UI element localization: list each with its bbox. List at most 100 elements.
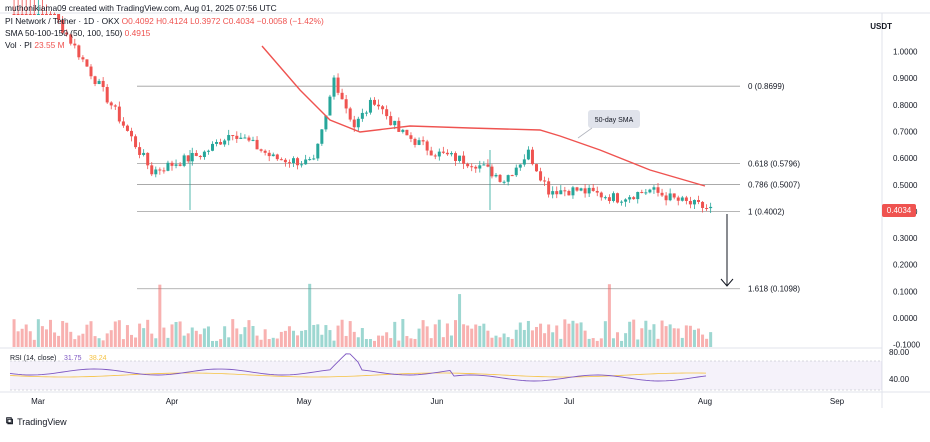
volume-bar	[190, 327, 194, 347]
candle-body	[332, 77, 336, 97]
volume-bar	[672, 328, 676, 347]
candle-body	[300, 164, 304, 166]
y-tick-label: 1.0000	[893, 48, 918, 57]
candle-body	[348, 108, 352, 120]
volume-bar	[478, 325, 482, 347]
x-tick-label: Apr	[166, 397, 179, 406]
volume-bar	[409, 338, 413, 347]
volume-bar	[680, 337, 684, 347]
volume-bar	[377, 335, 381, 347]
volume-bar	[65, 322, 69, 347]
y-tick-label: 0.1000	[893, 287, 918, 296]
candle-body	[40, 14, 44, 15]
volume-bar	[182, 335, 186, 347]
candle-body	[676, 197, 680, 201]
volume-bar	[445, 323, 449, 347]
volume-bar	[587, 338, 591, 347]
candle-body	[368, 99, 372, 113]
candle-body	[401, 129, 405, 132]
volume-bar	[20, 328, 24, 347]
volume-bar	[85, 324, 89, 347]
candle-body	[385, 109, 389, 117]
candle-body	[409, 135, 413, 139]
volume-bar	[575, 323, 579, 347]
volume-bar	[474, 324, 478, 347]
volume-bar	[138, 323, 142, 347]
volume-bar	[202, 328, 206, 347]
x-tick-label: May	[296, 397, 311, 406]
candle-body	[113, 105, 117, 107]
volume-bar	[441, 337, 445, 347]
volume-bar	[40, 326, 44, 347]
candle-body	[340, 92, 344, 100]
volume-bar	[316, 324, 320, 347]
volume-bar	[348, 321, 352, 347]
volume-bar	[219, 339, 223, 347]
volume-bar	[368, 339, 372, 347]
candle-body	[259, 149, 263, 151]
candle-body	[628, 197, 632, 200]
candle-body	[263, 150, 267, 153]
x-tick-label: Mar	[31, 397, 45, 406]
candle-body	[77, 45, 81, 58]
volume-bar	[563, 319, 567, 347]
candle-body	[539, 171, 543, 181]
volume-bar	[522, 329, 526, 347]
volume-bar	[397, 340, 401, 347]
volume-bar	[356, 337, 360, 347]
volume-bar	[624, 333, 628, 347]
candle-body	[328, 96, 332, 116]
volume-bar	[12, 319, 16, 347]
candle-body	[705, 207, 709, 209]
candle-body	[146, 152, 150, 166]
volume-bar	[437, 319, 441, 347]
volume-bar	[49, 319, 52, 347]
candle-body	[559, 190, 563, 195]
volume-bar	[292, 330, 295, 347]
candle-body	[530, 149, 534, 165]
volume-bar	[502, 333, 506, 347]
candle-body	[381, 106, 385, 110]
volume-bar	[320, 334, 324, 347]
candle-body	[287, 162, 291, 164]
volume-bar	[93, 336, 97, 347]
currency-label[interactable]: USDT	[870, 22, 892, 31]
candle-body	[466, 163, 470, 167]
y-tick-label: 0.2000	[893, 261, 918, 270]
candle-body	[12, 14, 16, 15]
volume-bar	[640, 328, 644, 347]
author-line: muthonikiama09 created with TradingView.…	[5, 3, 277, 13]
volume-bar	[61, 321, 65, 347]
volume-bar	[413, 338, 417, 347]
candle-body	[243, 137, 247, 139]
candle-body	[377, 104, 381, 107]
y-tick-label: 0.7000	[893, 127, 918, 136]
volume-bar	[251, 326, 255, 347]
candle-body	[308, 159, 312, 161]
candle-body	[652, 187, 656, 190]
volume-bar	[620, 340, 624, 347]
vol-label: Vol · PI	[5, 40, 32, 50]
tradingview-logo-icon: ⧉	[6, 416, 14, 427]
candle-body	[69, 34, 73, 44]
candle-body	[292, 158, 295, 164]
volume-bar	[567, 323, 571, 347]
volume-bar	[692, 329, 696, 347]
volume-bar	[308, 283, 312, 347]
tradingview-brand[interactable]: ⧉ TradingView	[6, 416, 67, 427]
candle-body	[190, 152, 194, 162]
candle-body	[275, 154, 279, 160]
candle-body	[567, 190, 571, 196]
candle-body	[640, 192, 644, 194]
candle-body	[344, 99, 348, 109]
volume-bar	[433, 324, 437, 347]
candle-body	[709, 206, 713, 209]
candle-body	[688, 200, 692, 205]
volume-bar	[300, 330, 304, 347]
y-tick-label: 0.6000	[893, 154, 918, 163]
volume-bar	[429, 338, 433, 347]
candle-body	[684, 197, 688, 201]
volume-bar	[259, 339, 263, 347]
sma-line	[261, 45, 706, 187]
